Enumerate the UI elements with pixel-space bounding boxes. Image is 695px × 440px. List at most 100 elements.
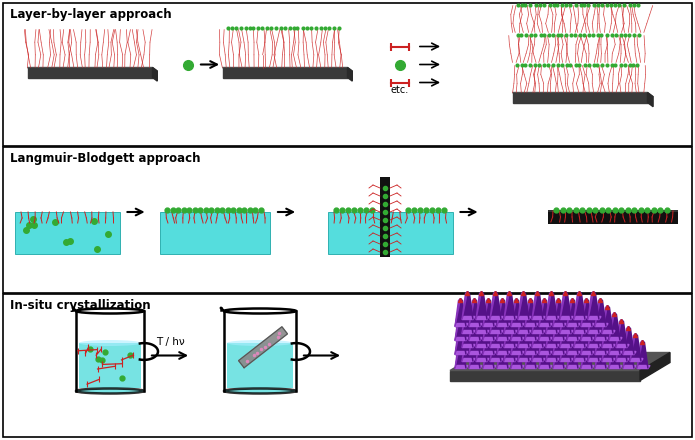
Polygon shape — [553, 366, 566, 369]
Polygon shape — [574, 316, 587, 319]
Polygon shape — [462, 316, 475, 319]
Polygon shape — [476, 330, 489, 334]
Polygon shape — [516, 298, 522, 326]
Bar — [327, 212, 452, 254]
Polygon shape — [528, 341, 532, 345]
Polygon shape — [511, 366, 524, 369]
Polygon shape — [509, 334, 515, 362]
Polygon shape — [532, 319, 543, 348]
Polygon shape — [455, 341, 466, 369]
Polygon shape — [490, 334, 501, 362]
Polygon shape — [476, 319, 487, 348]
Polygon shape — [468, 305, 473, 334]
Polygon shape — [623, 366, 636, 369]
Polygon shape — [455, 326, 466, 355]
Polygon shape — [521, 334, 525, 337]
Polygon shape — [595, 323, 608, 326]
Polygon shape — [648, 92, 653, 107]
Polygon shape — [521, 292, 525, 296]
Polygon shape — [511, 298, 516, 326]
Polygon shape — [567, 352, 580, 355]
Polygon shape — [581, 298, 587, 326]
Text: T / hν: T / hν — [156, 337, 184, 347]
Polygon shape — [475, 298, 480, 326]
Polygon shape — [525, 326, 530, 355]
Polygon shape — [602, 319, 613, 348]
Polygon shape — [567, 326, 578, 355]
Polygon shape — [490, 334, 496, 362]
Polygon shape — [459, 341, 462, 345]
Polygon shape — [571, 312, 575, 316]
Polygon shape — [469, 323, 482, 326]
Polygon shape — [486, 312, 491, 316]
Text: Langmuir-Blodgett approach: Langmuir-Blodgett approach — [10, 152, 200, 165]
Polygon shape — [581, 326, 592, 355]
Polygon shape — [497, 337, 510, 341]
Polygon shape — [557, 326, 560, 330]
Polygon shape — [504, 319, 509, 348]
Polygon shape — [550, 305, 553, 309]
Polygon shape — [497, 312, 508, 341]
Polygon shape — [587, 326, 592, 355]
Polygon shape — [462, 334, 468, 362]
Polygon shape — [530, 326, 536, 355]
Polygon shape — [483, 312, 494, 341]
Polygon shape — [523, 334, 529, 362]
Polygon shape — [530, 312, 536, 341]
Polygon shape — [530, 298, 536, 326]
Polygon shape — [581, 312, 592, 341]
Polygon shape — [587, 298, 592, 326]
Polygon shape — [637, 341, 642, 369]
Polygon shape — [600, 341, 606, 369]
Polygon shape — [630, 359, 643, 362]
Polygon shape — [567, 341, 578, 369]
Polygon shape — [578, 334, 582, 337]
Polygon shape — [560, 345, 573, 348]
Polygon shape — [490, 305, 496, 334]
Polygon shape — [560, 305, 566, 334]
Polygon shape — [514, 341, 518, 345]
Polygon shape — [469, 366, 482, 369]
Polygon shape — [544, 298, 550, 326]
Polygon shape — [553, 337, 566, 341]
Polygon shape — [473, 298, 477, 303]
Polygon shape — [507, 319, 512, 323]
Polygon shape — [466, 319, 470, 323]
Polygon shape — [525, 352, 538, 355]
Polygon shape — [537, 292, 543, 319]
Polygon shape — [581, 352, 594, 355]
Polygon shape — [509, 292, 515, 319]
Polygon shape — [500, 341, 505, 345]
Polygon shape — [483, 341, 494, 369]
Polygon shape — [28, 67, 152, 77]
Polygon shape — [588, 292, 599, 319]
Polygon shape — [560, 359, 573, 362]
Polygon shape — [591, 319, 596, 323]
Polygon shape — [574, 330, 587, 334]
Polygon shape — [504, 345, 517, 348]
Polygon shape — [546, 345, 559, 348]
Polygon shape — [557, 312, 560, 316]
Polygon shape — [483, 352, 496, 355]
Polygon shape — [612, 312, 616, 316]
Polygon shape — [602, 359, 615, 362]
Polygon shape — [222, 67, 352, 71]
Polygon shape — [598, 298, 603, 303]
Polygon shape — [588, 330, 601, 334]
Polygon shape — [486, 298, 491, 303]
Polygon shape — [475, 341, 480, 369]
Polygon shape — [573, 298, 578, 326]
Polygon shape — [523, 305, 529, 334]
Polygon shape — [578, 305, 582, 309]
Polygon shape — [600, 326, 606, 355]
Polygon shape — [553, 341, 564, 369]
Polygon shape — [525, 312, 530, 341]
Polygon shape — [455, 352, 468, 355]
Polygon shape — [574, 292, 580, 319]
Polygon shape — [525, 341, 536, 369]
Polygon shape — [588, 319, 594, 348]
Polygon shape — [462, 305, 468, 334]
Polygon shape — [528, 326, 532, 330]
Polygon shape — [598, 326, 603, 330]
Polygon shape — [502, 326, 508, 355]
